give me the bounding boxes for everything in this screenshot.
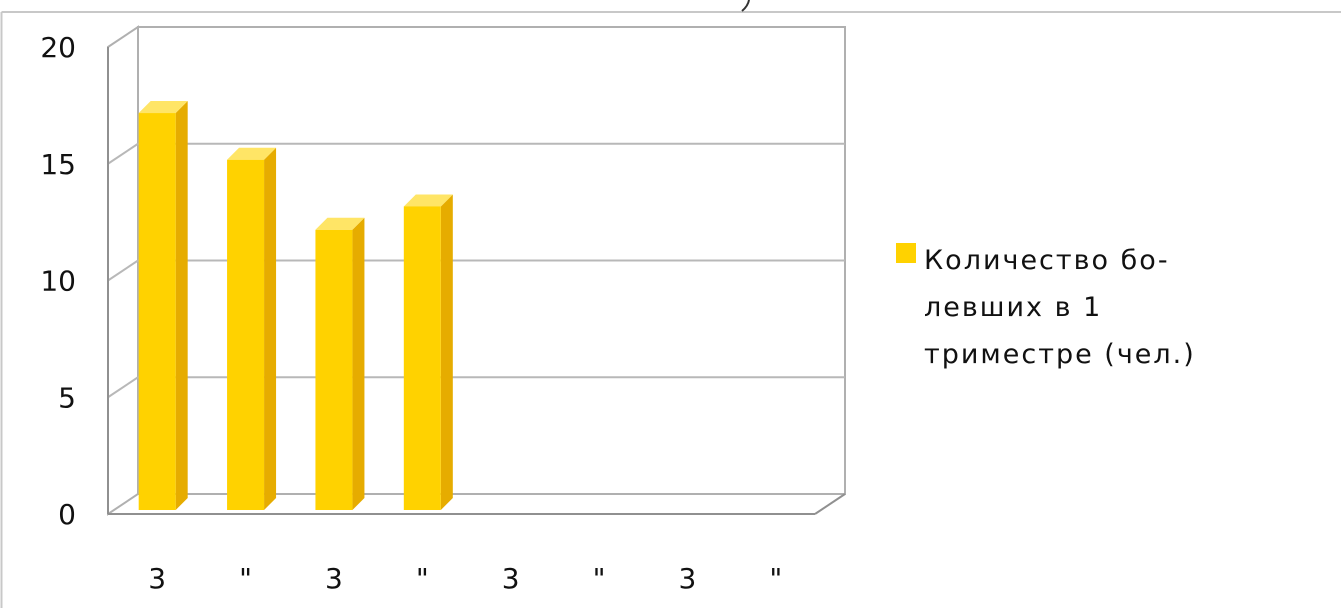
x-tick-labels: 3 " 3 " 3 " 3 " — [148, 562, 782, 595]
bar-front — [315, 229, 353, 511]
bar — [403, 194, 453, 510]
legend-label: Количество бо- левших в 1 триместре (чел… — [924, 237, 1254, 378]
gridline-side — [107, 142, 139, 165]
y-tick-label: 10 — [40, 265, 76, 298]
bar-front — [403, 206, 441, 510]
floor-edge — [814, 493, 846, 515]
axis-lines — [107, 47, 846, 515]
legend-swatch — [896, 243, 916, 263]
bar — [227, 147, 277, 510]
bar-top — [315, 217, 365, 230]
gridline-side — [107, 259, 139, 282]
bar-top — [138, 101, 188, 114]
bars — [138, 101, 453, 511]
gridlines — [107, 142, 845, 399]
y-tick-labels: 0 5 10 15 20 — [40, 31, 76, 531]
bar — [138, 101, 188, 511]
bar-front — [227, 159, 265, 510]
legend-label-line: левших в 1 — [924, 292, 1103, 323]
x-tick-label: " — [416, 562, 429, 595]
x-tick-label: 3 — [502, 562, 520, 595]
x-tick-label: " — [769, 562, 782, 595]
bar-front — [138, 113, 176, 511]
legend-label-line: триместре (чел.) — [924, 339, 1196, 370]
bar-top — [227, 147, 277, 160]
bar-side — [175, 101, 188, 511]
cropped-title-fragment — [741, 0, 750, 12]
bar — [315, 217, 365, 511]
plot-walls — [107, 25, 846, 516]
x-tick-label: " — [239, 562, 252, 595]
gridline-side — [107, 376, 139, 399]
bar-side — [352, 217, 365, 511]
image-border — [0, 11, 1341, 608]
bar-side — [440, 194, 453, 510]
y-tick-label: 5 — [58, 381, 76, 414]
legend-label-line: Количество бо- — [924, 245, 1170, 276]
bar-side — [264, 147, 277, 510]
x-tick-label: " — [593, 562, 606, 595]
x-tick-label: 3 — [325, 562, 343, 595]
bar-top — [403, 194, 453, 207]
legend: Количество бо- левших в 1 триместре (чел… — [896, 237, 1316, 378]
x-tick-label: 3 — [148, 562, 166, 595]
y-tick-label: 0 — [58, 498, 76, 531]
y-tick-label: 15 — [40, 148, 76, 181]
y-tick-label: 20 — [40, 31, 76, 64]
x-tick-label: 3 — [679, 562, 697, 595]
